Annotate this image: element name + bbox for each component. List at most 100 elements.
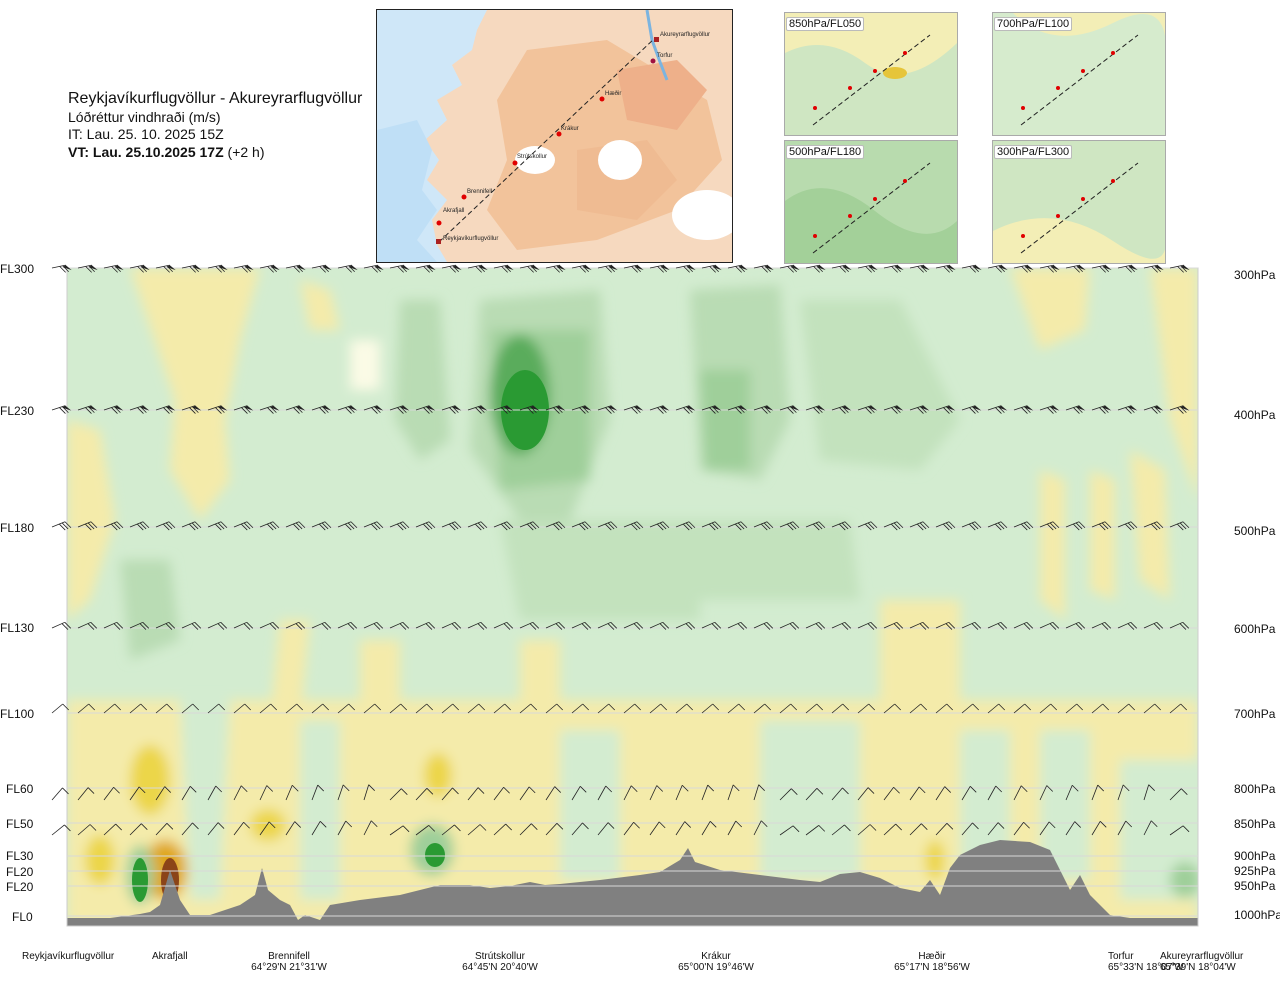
x-label-krakur-name: Krákur xyxy=(701,951,731,962)
wind-barb xyxy=(259,703,278,714)
x-label-strutskollur-coord: 64°45'N 20°40'W xyxy=(462,962,538,973)
wind-barb xyxy=(493,823,512,836)
wind-barb xyxy=(311,621,332,630)
wind-barb xyxy=(857,264,878,273)
wind-barb xyxy=(701,784,715,801)
wind-barb xyxy=(155,823,174,836)
wind-barb xyxy=(259,621,280,630)
map-label-haedir: Hæðir xyxy=(605,90,621,97)
wind-barb xyxy=(701,821,717,836)
wind-barb xyxy=(675,405,696,414)
wind-barb xyxy=(233,621,254,630)
wind-barb xyxy=(103,621,124,630)
wind-barb xyxy=(1169,703,1188,714)
wind-barb xyxy=(51,264,72,273)
wind-barb xyxy=(337,405,358,414)
wind-barb xyxy=(259,821,276,836)
map-label-reykjavik: Reykjavíkurflugvöllur xyxy=(443,236,498,242)
wind-barb xyxy=(961,521,982,531)
wind-barb xyxy=(961,621,982,630)
wind-barb xyxy=(389,264,410,273)
wind-barb xyxy=(1143,703,1162,714)
wind-barb xyxy=(1117,621,1138,630)
wind-barb xyxy=(779,521,800,531)
wind-barb xyxy=(519,405,540,414)
wind-barb xyxy=(597,405,618,414)
wind-barb xyxy=(337,521,358,531)
wind-barb xyxy=(649,785,664,801)
wind-barb xyxy=(441,787,459,801)
wind-barb xyxy=(649,821,666,836)
wind-barb xyxy=(337,703,356,714)
wind-barb xyxy=(311,703,330,714)
wind-barb xyxy=(935,264,956,273)
wind-barb xyxy=(363,405,384,414)
pressure-gridlines xyxy=(67,267,1198,917)
wind-barb xyxy=(285,784,299,801)
wind-barb xyxy=(493,786,510,801)
wind-barb xyxy=(597,822,615,836)
map-label-akureyri: Akureyrarflugvöllur xyxy=(660,32,710,38)
wind-barb xyxy=(883,264,904,273)
map-label-brennifell: Brennifell xyxy=(467,189,492,195)
wind-barb xyxy=(51,621,72,630)
wind-barb xyxy=(467,703,486,714)
x-label-haedir-name: Hæðir xyxy=(918,951,946,962)
wind-barb xyxy=(935,823,954,836)
hpa-tick-500: 500hPa xyxy=(1234,524,1276,538)
wind-barb xyxy=(909,521,930,531)
wind-barb xyxy=(155,521,176,531)
wind-barb xyxy=(1091,821,1107,836)
wind-barb xyxy=(753,264,774,273)
wind-barb xyxy=(103,823,122,836)
wind-barbs xyxy=(51,264,1190,836)
wind-barb xyxy=(51,405,72,414)
mini-map-500-graphic xyxy=(785,141,957,263)
wind-barb xyxy=(77,703,96,714)
wind-barb xyxy=(571,786,587,801)
hpa-tick-300: 300hPa xyxy=(1234,268,1276,282)
hpa-tick-600: 600hPa xyxy=(1234,622,1276,636)
wind-barb xyxy=(961,405,982,414)
wind-barb xyxy=(467,824,487,836)
wind-barb xyxy=(207,621,228,630)
wind-barb xyxy=(441,824,461,836)
wind-barb xyxy=(1117,703,1136,714)
wind-barb xyxy=(1013,264,1034,273)
map-label-strutskollur: Strútskollur xyxy=(517,154,547,160)
wind-barb xyxy=(1169,521,1190,531)
wind-barb xyxy=(129,521,150,531)
wind-barb xyxy=(701,264,722,273)
wind-barb xyxy=(51,787,69,801)
wind-barb xyxy=(363,820,378,836)
wind-barb xyxy=(935,703,954,714)
wind-barb xyxy=(155,264,176,273)
wind-barb xyxy=(181,786,197,801)
hpa-tick-850: 850hPa xyxy=(1234,817,1276,831)
wind-barb xyxy=(675,821,691,836)
wind-barb xyxy=(493,703,512,714)
wind-barb xyxy=(1091,264,1112,273)
wind-barb xyxy=(1039,821,1056,836)
wind-barb xyxy=(77,621,98,630)
wind-barb xyxy=(415,405,436,414)
fl-tick-130: FL130 xyxy=(0,621,35,635)
wind-barb xyxy=(1143,264,1164,273)
wind-barb xyxy=(987,703,1006,714)
wind-barb xyxy=(571,621,592,630)
wind-barb xyxy=(1091,784,1105,801)
wind-barb xyxy=(857,703,876,714)
fl-tick-50: FL50 xyxy=(6,817,34,831)
wind-barb xyxy=(831,405,852,414)
wind-barb xyxy=(1039,621,1060,630)
wind-barb xyxy=(493,521,514,531)
wind-barb xyxy=(233,785,248,801)
wind-barb xyxy=(831,703,850,714)
wind-barb xyxy=(415,521,436,531)
wind-barb xyxy=(883,405,904,414)
wind-barb xyxy=(285,703,304,714)
wind-barb xyxy=(909,264,930,273)
wind-barb xyxy=(623,405,644,414)
wind-barb xyxy=(727,784,740,801)
wind-barb xyxy=(883,521,904,531)
